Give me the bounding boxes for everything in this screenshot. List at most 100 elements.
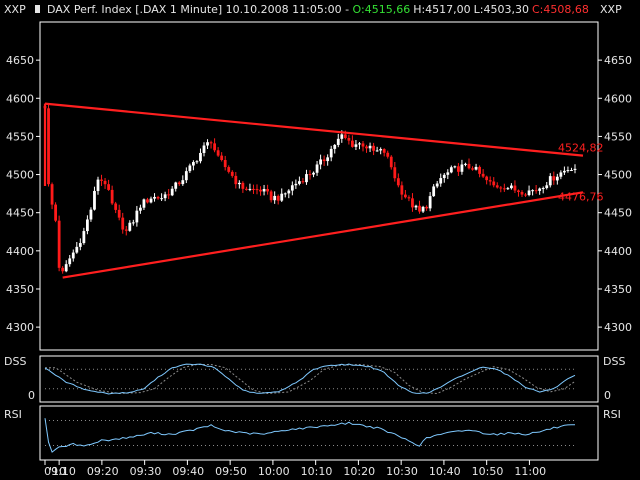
low-value: L:4503,30	[474, 3, 529, 16]
candle-body	[312, 172, 315, 175]
candle-body	[545, 185, 549, 189]
trendline-upper[interactable]	[44, 102, 584, 157]
time-tick-label: 09:10	[44, 465, 76, 478]
candle-body	[64, 264, 68, 272]
candle-body	[276, 195, 280, 201]
candle-body	[89, 209, 93, 220]
candle-body	[333, 144, 337, 149]
candle-body	[68, 258, 72, 265]
symbol-label-right: XXP	[600, 3, 622, 16]
price-tick-right-4500: 4500	[604, 169, 632, 182]
candle-body	[414, 205, 418, 208]
candle-body	[128, 222, 132, 231]
candle-body	[474, 166, 478, 170]
dss-label-left: DSS	[4, 355, 26, 368]
dss-tick-right: 0	[604, 389, 611, 402]
candle-body	[418, 205, 421, 212]
candle-body	[308, 174, 312, 176]
candle-body	[471, 168, 474, 170]
candle-body	[290, 185, 294, 191]
time-tick-label: 10:20	[343, 465, 375, 478]
candle-body	[199, 152, 202, 162]
price-panel	[39, 21, 599, 351]
candle-body	[573, 168, 577, 171]
candle-body	[131, 222, 135, 224]
candle-body	[206, 142, 209, 146]
price-tick-left-4300: 4300	[6, 321, 34, 334]
candle-body	[160, 198, 163, 200]
candle-body	[428, 196, 432, 209]
price-tick-left-4500: 4500	[6, 169, 34, 182]
candle-body	[485, 176, 489, 181]
price-tick-right-4450: 4450	[604, 207, 632, 220]
candle-body	[389, 156, 393, 168]
candle-body	[460, 164, 464, 172]
time-tick-label: 10:00	[258, 465, 290, 478]
candle-body	[502, 188, 506, 190]
rsi-label-left: RSI	[4, 408, 22, 421]
candle-body	[319, 159, 322, 165]
candle-body	[315, 164, 319, 173]
candle-body	[71, 252, 75, 259]
dss-tick-left: 0	[28, 389, 35, 402]
candle-body	[82, 231, 86, 244]
candle-body	[298, 181, 301, 184]
chart-title: DAX Perf. Index [.DAX 1 Minute] 10.10.20…	[47, 3, 589, 16]
candle-body	[181, 180, 185, 185]
trendline-label-upper: 4524,82	[558, 142, 604, 155]
candle-body	[488, 180, 492, 182]
time-tick-label: 10:30	[386, 465, 418, 478]
candle-body	[110, 189, 114, 204]
candle-body	[439, 178, 443, 184]
candle-body	[54, 204, 57, 221]
candle-body	[457, 166, 460, 172]
candle-body	[174, 182, 178, 189]
candle-body	[287, 190, 291, 194]
candle-body	[57, 220, 61, 268]
candle-body	[114, 203, 118, 210]
candle-body	[259, 189, 262, 192]
candle-body	[527, 190, 531, 196]
candle-body	[245, 188, 248, 190]
candle-body	[563, 170, 566, 173]
candle-body	[237, 182, 241, 185]
candle-body	[216, 150, 220, 156]
candle-body	[481, 173, 485, 177]
candle-body	[566, 170, 570, 172]
candle-body	[559, 172, 563, 177]
dss-label-right: DSS	[603, 355, 625, 368]
trendline-lower[interactable]	[62, 191, 584, 279]
candles	[43, 103, 577, 274]
rsi-label-right: RSI	[603, 408, 621, 421]
time-tick-label: 09:40	[172, 465, 204, 478]
candle-body	[124, 229, 128, 231]
candle-body	[510, 185, 513, 189]
trendline-label-lower: 4476,76	[558, 190, 604, 203]
candle-body	[230, 171, 234, 176]
candle-body	[121, 217, 125, 230]
candle-body	[107, 184, 110, 190]
candle-body	[382, 149, 386, 153]
candle-body	[47, 108, 50, 185]
candle-body	[524, 194, 527, 196]
time-tick-label: 10:50	[472, 465, 504, 478]
candle-body	[396, 178, 400, 186]
price-tick-right-4600: 4600	[604, 92, 632, 105]
candle-body	[184, 171, 188, 181]
candle-body	[372, 145, 375, 151]
candle-body	[195, 161, 199, 163]
candle-body	[343, 134, 347, 139]
dss-signal-line	[45, 363, 576, 395]
price-tick-right-4400: 4400	[604, 245, 632, 258]
candle-body	[570, 170, 573, 172]
candle-body	[407, 197, 411, 199]
candle-body	[273, 195, 277, 201]
symbol-square-icon	[35, 5, 40, 13]
candle-body	[425, 206, 428, 209]
candle-body	[449, 167, 453, 173]
candle-body	[209, 142, 213, 144]
candle-body	[555, 176, 559, 181]
candle-body	[534, 190, 538, 192]
candle-body	[368, 145, 372, 149]
candle-body	[163, 194, 167, 199]
